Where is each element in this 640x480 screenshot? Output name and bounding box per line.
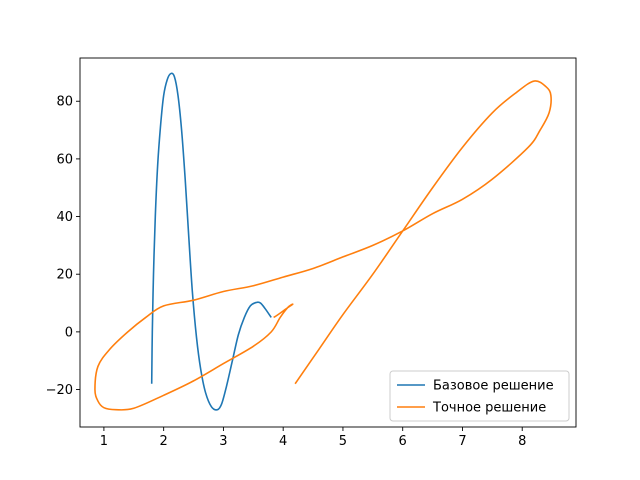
series-line-2 <box>94 80 552 411</box>
x-tick-label: 7 <box>458 434 466 449</box>
x-tick-label: 6 <box>399 434 407 449</box>
legend: Базовое решение Точное решение <box>389 370 570 422</box>
x-tick-label: 3 <box>219 434 227 449</box>
y-tick-label: 0 <box>65 325 73 340</box>
legend-box <box>389 370 570 422</box>
x-tick-label: 5 <box>339 434 347 449</box>
axes-layer: 1 2 3 4 5 6 7 8 −20 0 20 40 60 80 <box>46 57 577 449</box>
y-tick-label: 20 <box>56 268 73 283</box>
y-tick-label: 80 <box>56 95 73 110</box>
axes-frame <box>79 57 577 428</box>
legend-label-2: Точное решение <box>432 401 546 416</box>
series-layer <box>94 72 552 411</box>
x-tick-label: 4 <box>279 434 287 449</box>
x-tick-label: 8 <box>518 434 526 449</box>
series-line-1 <box>150 72 272 411</box>
y-tick-label: 40 <box>56 210 73 225</box>
legend-label-1: Базовое решение <box>433 379 554 394</box>
y-tick-label: 60 <box>56 152 73 167</box>
x-tick-label: 2 <box>160 434 168 449</box>
x-tick-label: 1 <box>100 434 108 449</box>
y-tick-label: −20 <box>46 383 73 398</box>
